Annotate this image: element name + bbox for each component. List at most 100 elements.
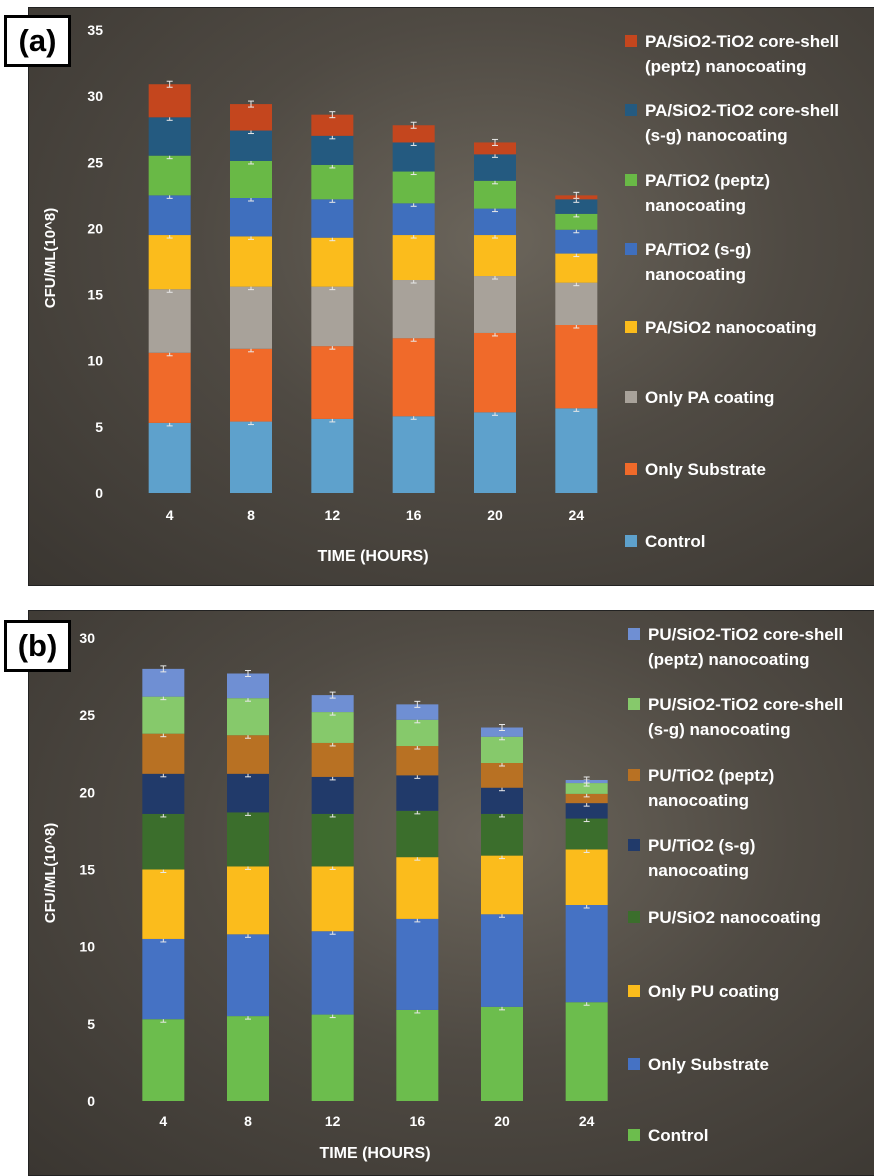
bar-segment xyxy=(311,237,354,287)
x-tick-label: 8 xyxy=(244,1113,252,1129)
bar-segment xyxy=(481,813,523,856)
bar-segment xyxy=(142,773,185,814)
bar-segment xyxy=(474,180,516,209)
legend-swatch xyxy=(625,35,637,47)
legend-swatch xyxy=(628,839,640,851)
x-tick-label: 24 xyxy=(579,1113,595,1129)
bar-segment xyxy=(555,408,598,493)
bar-segment xyxy=(311,286,354,347)
error-bar xyxy=(414,700,421,708)
bar-segment xyxy=(227,934,269,1017)
bar-segment xyxy=(227,735,269,774)
bar-segment xyxy=(555,282,598,325)
legend-label: (peptz) nanocoating xyxy=(648,650,809,669)
chart-panel-b: 0 5 10 15 20 25 30 CFU/ML(10^8) 4 8 12 16 20 24 TIME (… xyxy=(28,610,874,1176)
legend-swatch xyxy=(628,1058,640,1070)
y-tick-label: 0 xyxy=(87,1093,95,1109)
error-bar xyxy=(329,691,336,699)
bar-segment xyxy=(396,719,439,747)
y-tick-label: 30 xyxy=(87,88,103,104)
bar-segment xyxy=(227,812,269,867)
bar-segment xyxy=(227,673,269,699)
error-bar xyxy=(160,665,167,673)
bar-segment xyxy=(227,1016,269,1101)
y-tick-label: 25 xyxy=(79,707,95,723)
bar-segment xyxy=(311,346,354,419)
bar-segment xyxy=(311,695,354,713)
error-bar xyxy=(166,80,173,88)
x-tick-label: 20 xyxy=(494,1113,510,1129)
bar-segment xyxy=(481,855,523,915)
bar-segment xyxy=(230,160,272,199)
bar-segment xyxy=(555,324,598,409)
y-tick-label: 20 xyxy=(87,220,103,236)
bar-segment xyxy=(481,1006,523,1101)
bar-segment xyxy=(481,763,523,788)
bar-segment xyxy=(311,712,354,743)
error-bar xyxy=(329,111,336,119)
bar-segment xyxy=(565,849,608,905)
bar-segment xyxy=(565,803,608,819)
legend-swatch xyxy=(625,104,637,116)
bar-segment xyxy=(148,289,191,353)
y-tick-label: 5 xyxy=(87,1016,95,1032)
y-tick-label: 15 xyxy=(87,287,103,303)
error-bar xyxy=(410,121,417,129)
legend-label: (s-g) nanocoating xyxy=(645,126,788,145)
bar-segment xyxy=(555,229,598,254)
y-tick-label: 10 xyxy=(79,939,95,955)
legend-label: PA/SiO2-TiO2 core-shell xyxy=(645,32,839,51)
bar-segment xyxy=(565,793,608,804)
bar-segment xyxy=(230,236,272,287)
bar-segment xyxy=(481,914,523,1007)
legend-label: (peptz) nanocoating xyxy=(645,57,806,76)
bar-segment xyxy=(396,810,439,858)
y-tick-label: 0 xyxy=(95,485,103,501)
bar-segment xyxy=(142,668,185,697)
legend-label: Only Substrate xyxy=(645,460,766,479)
stacked-bar-chart-a: 0 5 10 15 20 25 30 35 CFU/ML(10^8) 4 8 12 16 20 24 TIME… xyxy=(42,22,839,565)
bar-segment xyxy=(227,866,269,935)
stacked-bar-chart-b: 0 5 10 15 20 25 30 CFU/ML(10^8) 4 8 12 16 20 24 TIME (… xyxy=(42,625,843,1162)
y-tick-label: 35 xyxy=(87,22,103,38)
bar-segment xyxy=(396,918,439,1010)
bar-segment xyxy=(565,1002,608,1101)
legend-swatch xyxy=(625,243,637,255)
y-tick-label: 30 xyxy=(79,630,95,646)
bar-segment xyxy=(230,130,272,161)
legend-label: nanocoating xyxy=(648,791,749,810)
bar-segment xyxy=(230,348,272,422)
bar-segment xyxy=(148,195,191,236)
bar-segment xyxy=(481,727,523,737)
error-bar xyxy=(583,776,590,784)
bar-segment xyxy=(230,286,272,349)
x-tick-label: 20 xyxy=(487,507,503,523)
legend-label: Control xyxy=(645,532,705,551)
bar-segment xyxy=(396,1009,439,1101)
bar-segment xyxy=(227,773,269,813)
legend-label: PA/SiO2-TiO2 core-shell xyxy=(645,101,839,120)
bar-segment xyxy=(311,813,354,867)
y-tick-label: 20 xyxy=(79,784,95,800)
x-tick-label: 12 xyxy=(325,1113,341,1129)
legend-label: PU/SiO2-TiO2 core-shell xyxy=(648,695,843,714)
legend-swatch xyxy=(625,174,637,186)
legend-swatch xyxy=(628,628,640,640)
bar-segment xyxy=(142,696,185,734)
legend-label: nanocoating xyxy=(648,861,749,880)
bar-segment xyxy=(230,104,272,131)
legend-label: (s-g) nanocoating xyxy=(648,720,791,739)
y-tick-label: 15 xyxy=(79,862,95,878)
y-axis-title: CFU/ML(10^8) xyxy=(42,823,59,923)
x-axis-title: TIME (HOURS) xyxy=(317,548,428,565)
bar-segment xyxy=(148,155,191,196)
bar-segment xyxy=(396,775,439,811)
bar-segment xyxy=(392,125,435,143)
legend-swatch xyxy=(628,769,640,781)
legend-label: Control xyxy=(648,1126,708,1145)
error-bar xyxy=(492,138,498,146)
legend-label: PA/TiO2 (peptz) xyxy=(645,171,770,190)
legend-label: Only Substrate xyxy=(648,1055,769,1074)
bar-segment xyxy=(555,213,598,230)
error-bar xyxy=(573,191,580,199)
